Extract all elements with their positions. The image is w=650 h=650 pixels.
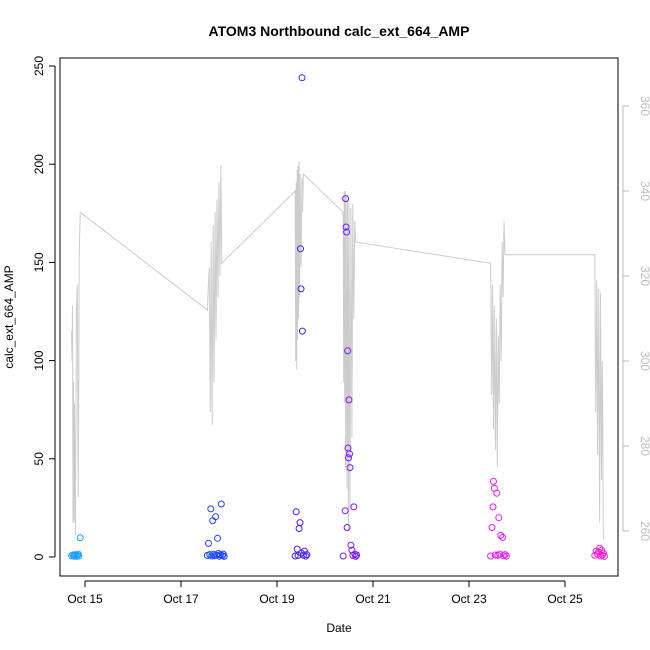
scatter-point [207,505,215,513]
scatter-point [489,503,497,511]
x-tick-label: Oct 25 [547,592,583,606]
line-series-path [71,161,604,540]
scatter-point [215,552,223,560]
y-axis-left: 0 50 100 150 200 250 [32,56,56,560]
scatter-point [497,531,505,539]
scatter-point [72,552,80,560]
x-tick-label: Oct 15 [67,592,103,606]
scatter-point [490,477,497,485]
scatter-points-layer [68,74,608,560]
y2-tick-label: 260 [638,521,650,541]
scatter-point [350,503,358,511]
scatter-point [297,245,304,253]
scatter-point [600,552,608,560]
scatter-point [212,513,220,521]
plot-frame [59,57,619,577]
y-axis-label: calc_ext_664_AMP [2,265,16,368]
scatter-point [342,223,350,231]
scatter-point [296,519,304,527]
y-tick-label: 200 [32,154,46,174]
scatter-point [298,74,306,82]
x-tick-label: Oct 21 [355,592,391,606]
scatter-point [76,534,84,542]
scatter-point [487,552,495,560]
y-tick-label: 150 [32,252,46,272]
y-tick-label: 0 [32,553,46,560]
y-tick-label: 250 [32,56,46,76]
y-tick-label: 100 [32,350,46,370]
scatter-point [488,524,496,531]
scatter-point [347,541,355,549]
scatter-point [300,547,308,555]
scatter-point [352,552,360,560]
scatter-point [346,464,354,472]
scatter-point [344,347,352,355]
y-tick-label: 50 [32,452,46,466]
scatter-point [346,450,353,458]
scatter-point [220,552,228,560]
scatter-point [292,508,300,516]
scatter-point [501,551,509,559]
scatter-point [343,228,351,236]
scatter-point [499,533,507,541]
scatter-point [343,524,351,531]
scatter-point [291,552,299,560]
plot-area [68,74,608,560]
scatter-point [214,534,221,542]
scatter-point [345,454,352,462]
x-tick-label: Oct 17 [163,592,199,606]
x-tick-label: Oct 19 [259,592,295,606]
scatter-point [208,552,216,560]
scatter-point [496,550,504,558]
scatter-point [345,396,353,404]
scatter-point [298,327,306,335]
scatter-point [75,552,83,560]
x-axis: Oct 15 Oct 17 Oct 19 Oct 21 Oct 23 Oct 25 [67,580,583,606]
scatter-point [342,195,350,203]
scatter-point [303,551,311,559]
scatter-point [502,552,510,560]
scatter-point [599,549,607,557]
scatter-point [295,525,303,532]
scatter-point [491,551,499,559]
x-axis-label: Date [326,621,352,635]
right-axis-line-layer [71,161,604,540]
scatter-point [206,551,214,559]
scatter-point [353,551,361,559]
x-tick-label: Oct 23 [451,592,487,606]
y2-tick-label: 320 [638,266,650,286]
y2-tick-label: 360 [638,96,650,116]
y-axis-right: 260 280 300 320 340 360 [622,96,650,541]
scatter-point [339,552,347,560]
scatter-point [596,544,604,552]
scatter-point [297,285,305,293]
chart-title: ATOM3 Northbound calc_ext_664_AMP [209,23,470,39]
scatter-point [349,551,357,559]
scatter-point [217,500,225,508]
scatter-point [341,507,349,515]
y2-tick-label: 280 [638,436,650,456]
scatter-point [493,489,501,497]
scatter-point [495,514,503,522]
scatter-point [302,552,310,560]
y2-tick-label: 300 [638,351,650,371]
scatter-point [204,539,212,547]
y2-tick-label: 340 [638,181,650,201]
scatter-point [500,552,508,560]
